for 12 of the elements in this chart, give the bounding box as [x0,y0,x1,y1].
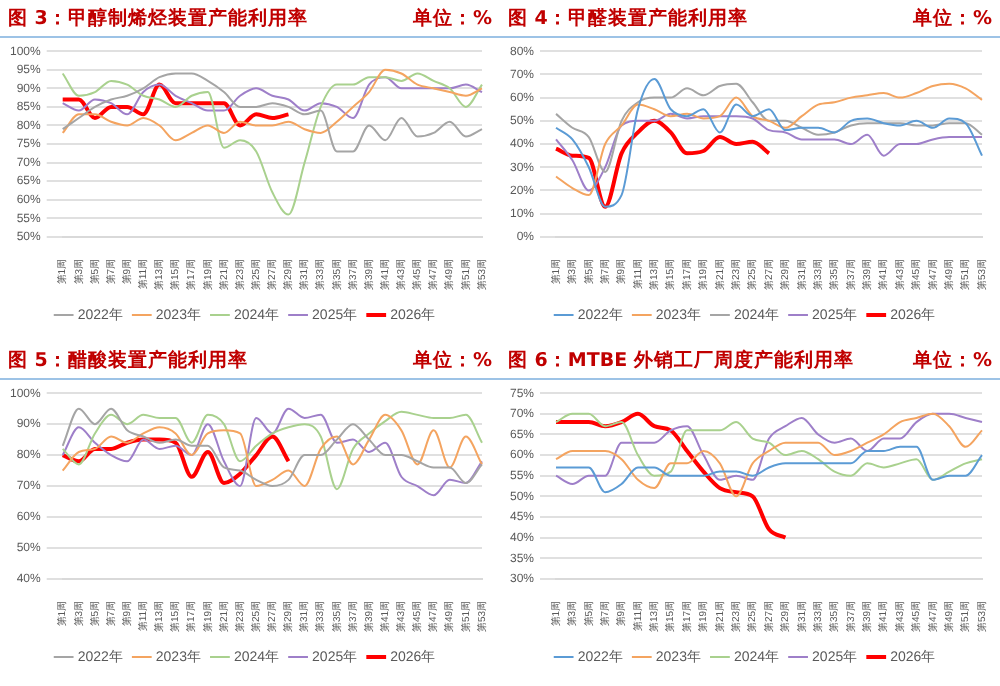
chart-title: 图 5：醋酸装置产能利用率 [8,347,248,373]
chart-title: 图 4：甲醛装置产能利用率 [508,5,748,31]
line-series [60,434,291,485]
chart-subtitle: 单位：% [912,5,992,31]
line-series [554,118,772,209]
chart-subtitle: 单位：% [412,347,492,373]
chart-title: 图 3：甲醇制烯烃装置产能利用率 [8,5,308,31]
line-series [554,411,788,540]
chart-title: 图 6：MTBE 外销工厂周度产能利用率 [508,347,854,373]
chart-subtitle: 单位：% [412,5,492,31]
chart-subtitle: 单位：% [912,347,992,373]
line-series [60,82,291,128]
